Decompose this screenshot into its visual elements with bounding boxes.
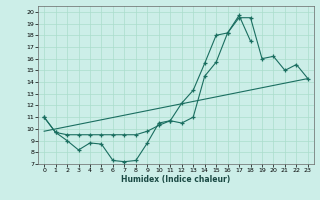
X-axis label: Humidex (Indice chaleur): Humidex (Indice chaleur) [121,175,231,184]
